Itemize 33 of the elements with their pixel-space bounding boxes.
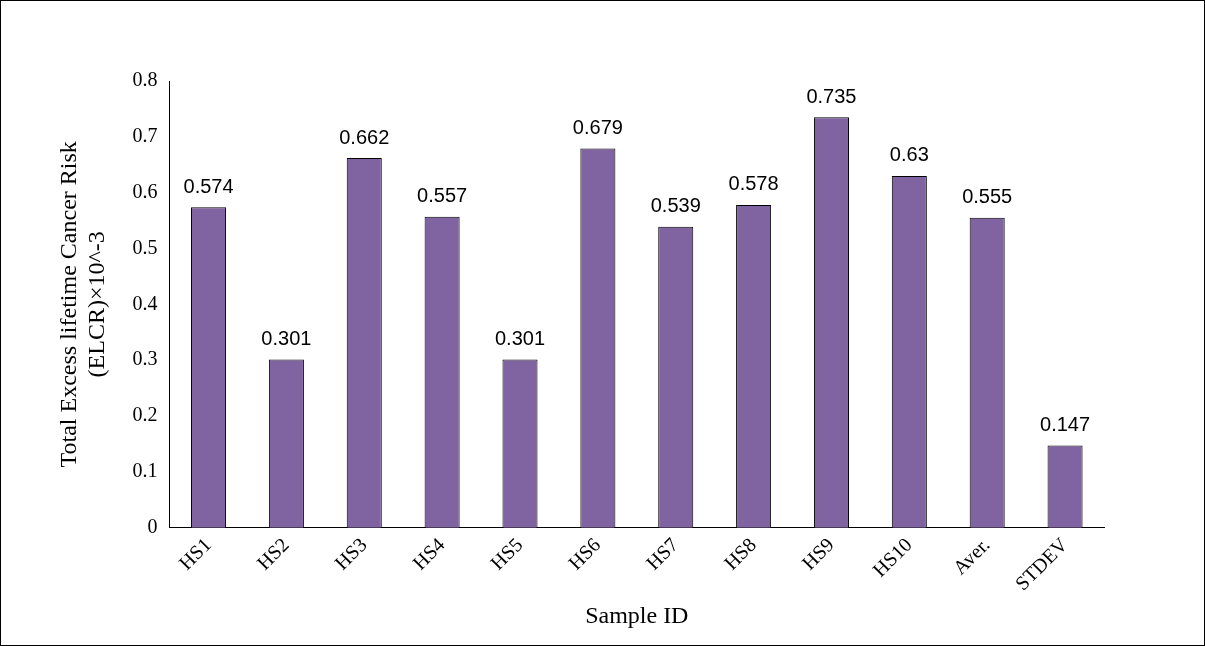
data-label: 0.301 — [261, 327, 312, 350]
data-label: 0.578 — [728, 172, 779, 195]
x-tick-label: HS3 — [330, 533, 371, 574]
y-tick-label: 0.3 — [132, 347, 158, 370]
y-tick-label: 0.4 — [132, 291, 158, 314]
data-label: 0.539 — [650, 194, 701, 217]
x-tick-label: HS2 — [252, 533, 293, 574]
x-tick-label: HS6 — [563, 533, 605, 574]
data-label: 0.147 — [1040, 413, 1091, 436]
x-tick-label: HS1 — [174, 533, 216, 574]
x-axis-title: Sample ID — [585, 601, 689, 628]
data-label: 0.679 — [572, 116, 623, 139]
data-label: 0.557 — [417, 184, 468, 207]
data-label: 0.662 — [339, 125, 390, 148]
y-tick-label: 0.6 — [132, 179, 158, 202]
x-tick-label: HS8 — [719, 533, 761, 574]
y-tick-label: 0.2 — [132, 403, 158, 426]
data-label: 0.63 — [889, 143, 929, 166]
x-tick-label: Aver. — [948, 533, 994, 579]
y-tick-label: 0 — [147, 514, 158, 537]
y-tick-label: 0.7 — [132, 124, 158, 147]
y-axis-title: Total Excess lifetime Cancer Risk (ELCR)×10^-3 — [54, 141, 110, 468]
y-tick-label: 0.5 — [132, 235, 158, 258]
data-label: 0.555 — [962, 185, 1013, 208]
data-label: 0.735 — [806, 84, 857, 107]
y-tick-label: 0.1 — [132, 459, 158, 482]
y-tick-label: 0.8 — [132, 68, 158, 91]
x-tick-label: HS7 — [641, 533, 683, 574]
x-tick-label: HS5 — [485, 533, 527, 574]
x-tick-label: HS9 — [797, 533, 839, 574]
data-label: 0.301 — [494, 327, 546, 350]
x-tick-label: HS4 — [407, 533, 449, 574]
data-label: 0.574 — [183, 174, 234, 197]
